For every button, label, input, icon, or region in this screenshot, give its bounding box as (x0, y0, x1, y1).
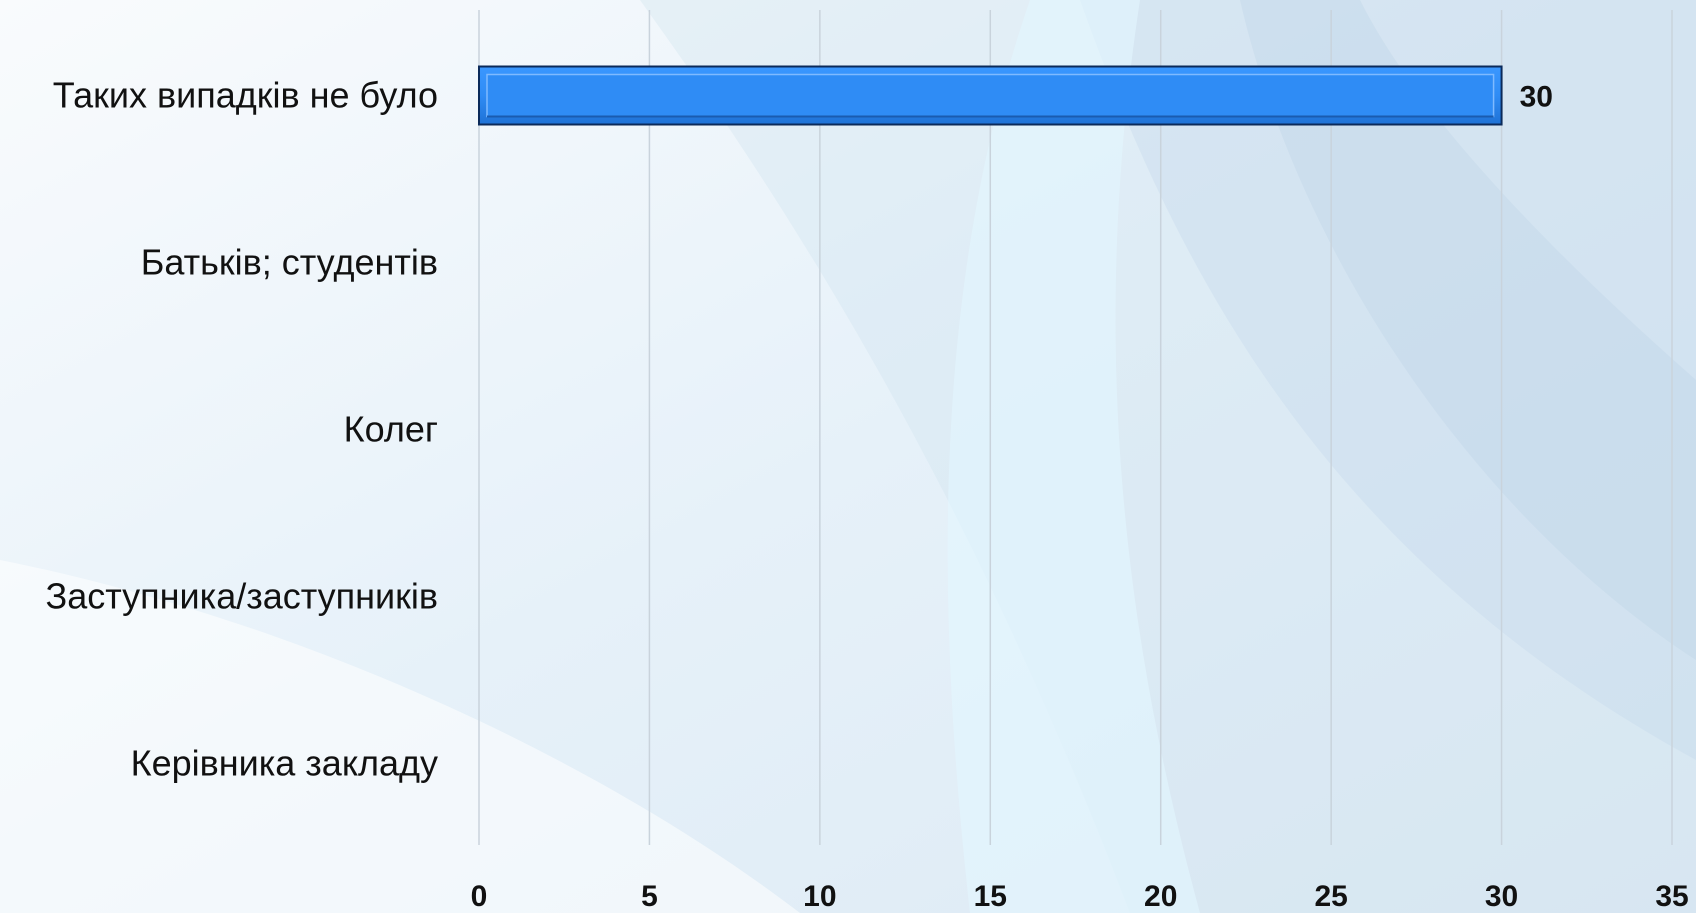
data-label: 30 (1520, 81, 1553, 114)
category-label: Колег (344, 409, 438, 450)
x-tick-label: 0 (471, 880, 488, 913)
category-label: Батьків; студентів (141, 242, 438, 283)
bar (478, 65, 1503, 126)
x-tick-label: 35 (1655, 880, 1688, 913)
x-tick-label: 15 (974, 880, 1007, 913)
x-tick-label: 20 (1144, 880, 1177, 913)
gridlines (478, 10, 1673, 845)
category-label: Керівника закладу (131, 743, 438, 784)
bars (478, 65, 1503, 126)
category-label: Заступника/заступників (46, 576, 438, 617)
x-tick-label: 10 (803, 880, 836, 913)
category-label: Таких випадків не було (53, 75, 438, 116)
x-tick-label: 5 (641, 880, 658, 913)
x-tick-label: 30 (1485, 880, 1518, 913)
x-tick-labels: 0 5 10 15 20 25 30 35 (471, 880, 1689, 913)
data-labels: 30 (1520, 81, 1553, 114)
x-tick-label: 25 (1314, 880, 1347, 913)
category-labels: Таких випадків не було Батьків; студентів… (46, 75, 438, 784)
